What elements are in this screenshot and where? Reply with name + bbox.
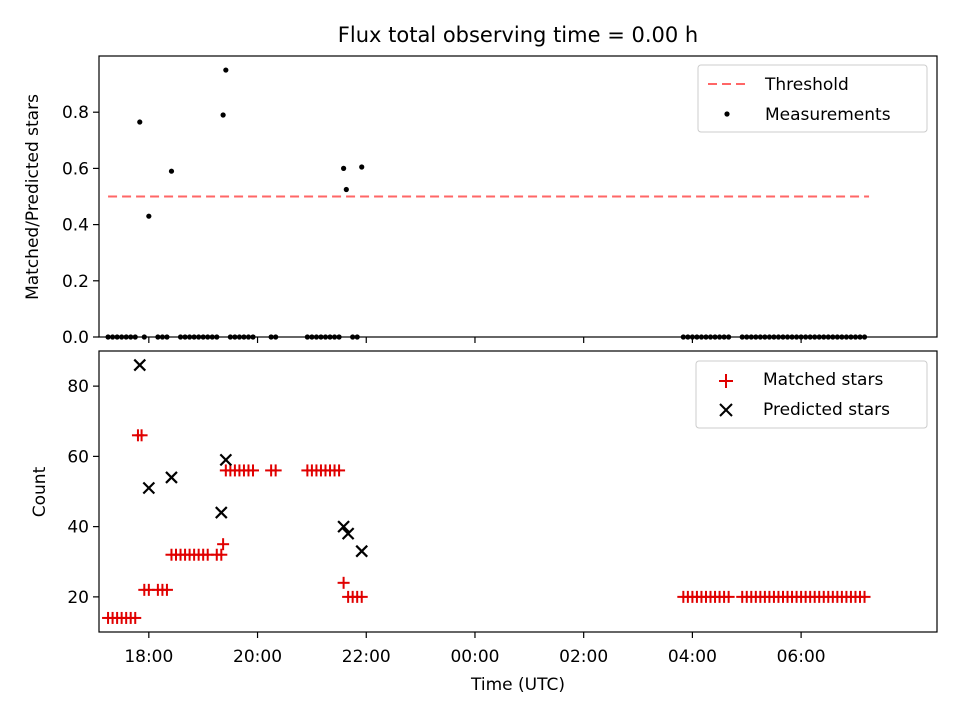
x-axis-label: Time (UTC) (470, 675, 565, 695)
bottom-y-axis-label: Count (30, 466, 50, 517)
predicted-star-point (219, 453, 233, 467)
predicted-star-point (133, 358, 147, 372)
bottom-legend: Matched stars Predicted stars (695, 360, 928, 429)
predicted-star-point (142, 481, 156, 495)
bottom-x-tick-label: 20:00 (233, 647, 282, 667)
matched-star-point (333, 464, 346, 477)
measurement-point (137, 119, 143, 125)
matched-star-point (160, 583, 173, 596)
bottom-y-tick-label: 40 (67, 518, 89, 538)
matched-star-point (858, 590, 871, 603)
matched-star-point (217, 538, 230, 551)
measurement-point (359, 164, 365, 170)
top-legend: Threshold Measurements (697, 64, 928, 133)
legend-matched-swatch (719, 374, 733, 388)
measurement-point (168, 168, 175, 174)
measurement-point (146, 213, 152, 219)
top-y-tick-label: 0.0 (62, 328, 89, 348)
bottom-y-tick-label: 60 (67, 447, 89, 467)
top-y-tick-label: 0.4 (62, 216, 89, 236)
bottom-panel: 20 40 60 80 18:00 20:00 22:00 00:00 02:00 04:00 0… (30, 350, 938, 695)
top-y-tick-label: 0.6 (62, 159, 89, 179)
matched-star-point (129, 611, 142, 624)
top-y-axis: 0.0 0.2 0.4 0.6 0.8 (62, 103, 99, 348)
bottom-y-tick-label: 20 (67, 588, 89, 608)
bottom-x-tick-label: 18:00 (124, 647, 173, 667)
bottom-x-tick-label: 22:00 (342, 647, 391, 667)
matched-star-point (247, 464, 260, 477)
predicted-star-point (215, 506, 228, 519)
bottom-y-tick-label: 80 (67, 377, 89, 397)
top-panel: 0.00.20.40.60.8 Matched/Predicted stars … (23, 55, 938, 348)
bottom-x-tick-label: 00:00 (450, 647, 499, 667)
matched-star-point (135, 429, 148, 442)
measurement-point (341, 165, 347, 171)
measurement-point (223, 67, 229, 73)
top-y-tick-label: 0.8 (62, 103, 89, 123)
predicted-star-point (165, 471, 178, 484)
bottom-legend-box (695, 360, 928, 429)
legend-predicted-label: Predicted stars (763, 400, 890, 420)
matched-stars-series (102, 429, 871, 624)
legend-measurements-swatch (724, 111, 730, 117)
bottom-x-tick-label: 04:00 (668, 647, 717, 667)
predicted-star-point (337, 520, 350, 533)
matched-star-point (337, 576, 350, 589)
matched-star-point (355, 590, 368, 603)
bottom-x-axis: 18:00 20:00 22:00 00:00 02:00 04:00 06:00 (124, 632, 826, 667)
matched-star-point (269, 464, 282, 477)
legend-measurements-label: Measurements (765, 105, 891, 125)
legend-threshold-label: Threshold (764, 75, 849, 95)
measurement-point (343, 186, 349, 193)
chart-title: Flux total observing time = 0.00 h (338, 23, 698, 47)
bottom-x-tick-label: 06:00 (777, 647, 826, 667)
measurement-point (220, 112, 226, 118)
legend-matched-label: Matched stars (763, 370, 883, 390)
matched-star-point (215, 548, 228, 561)
predicted-stars-series (133, 358, 369, 558)
bottom-y-axis: 20 40 60 80 (67, 377, 99, 608)
legend-predicted-swatch (719, 403, 733, 417)
bottom-plot-frame (98, 350, 938, 633)
top-legend-box (697, 64, 928, 133)
predicted-star-point (355, 544, 369, 558)
top-plot-frame (98, 55, 938, 338)
bottom-x-tick-label: 02:00 (559, 647, 608, 667)
top-y-tick-label: 0.2 (62, 272, 89, 292)
predicted-star-point (341, 527, 355, 540)
top-y-axis-label: Matched/Predicted stars (23, 94, 43, 300)
matched-star-point (722, 590, 735, 603)
